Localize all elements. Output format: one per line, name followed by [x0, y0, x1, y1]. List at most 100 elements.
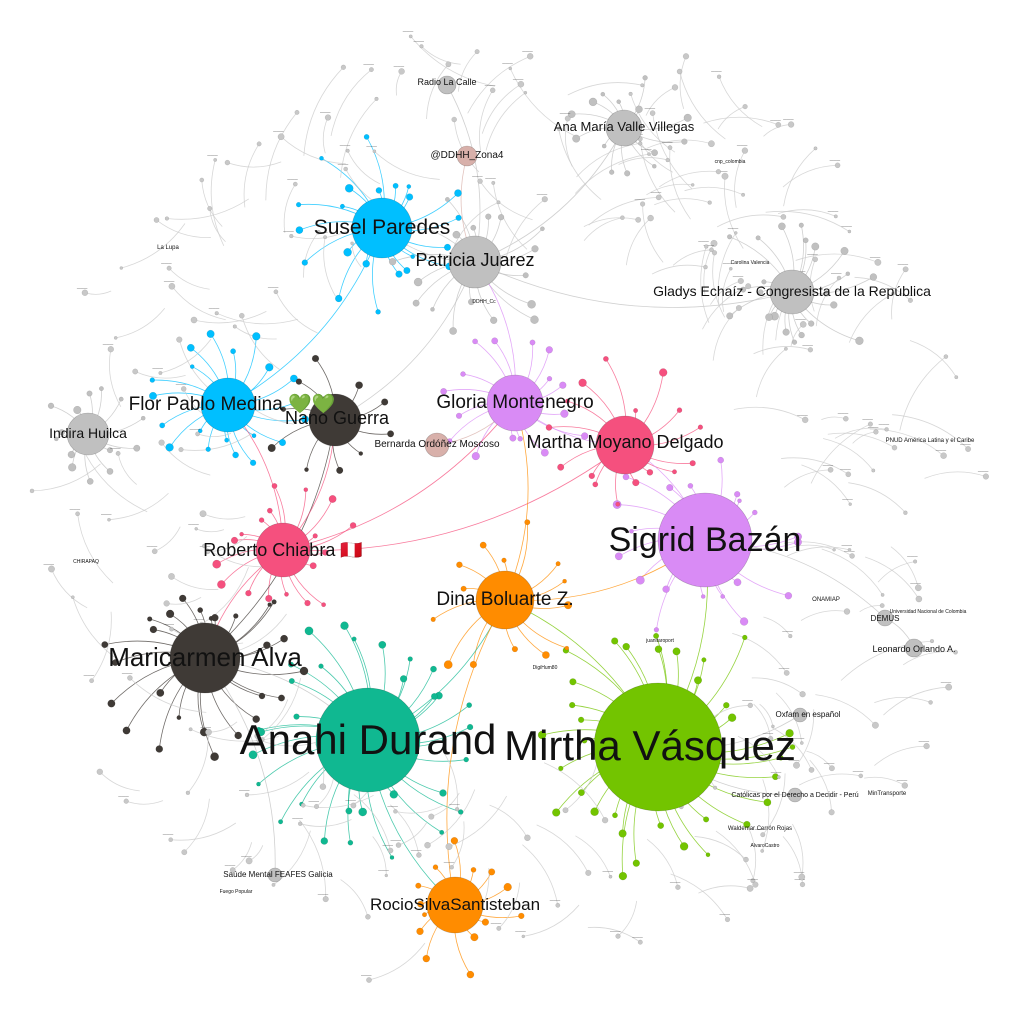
leaf-node[interactable]: [747, 702, 754, 709]
leaf-node[interactable]: [891, 291, 895, 296]
leaf-node[interactable]: [635, 105, 643, 114]
leaf-node[interactable]: [823, 290, 830, 297]
leaf-node[interactable]: [375, 187, 383, 194]
leaf-node[interactable]: [481, 918, 490, 926]
leaf-node[interactable]: [511, 645, 519, 653]
leaf-node[interactable]: [339, 203, 345, 209]
leaf-node[interactable]: [676, 407, 683, 413]
leaf-node[interactable]: [365, 913, 371, 920]
leaf-node[interactable]: [771, 724, 775, 729]
leaf-node[interactable]: [303, 487, 309, 492]
leaf-node[interactable]: [323, 235, 328, 240]
leaf-node[interactable]: [349, 522, 357, 529]
leaf-node[interactable]: [147, 616, 153, 622]
leaf-node[interactable]: [186, 343, 195, 352]
leaf-node[interactable]: [588, 472, 596, 480]
leaf-node[interactable]: [358, 807, 368, 817]
leaf-node[interactable]: [715, 169, 722, 175]
leaf-node[interactable]: [419, 44, 424, 49]
leaf-node[interactable]: [752, 509, 758, 516]
leaf-node[interactable]: [340, 621, 349, 630]
leaf-node[interactable]: [812, 256, 819, 263]
leaf-node[interactable]: [760, 848, 765, 853]
leaf-node[interactable]: [96, 768, 104, 776]
leaf-node[interactable]: [106, 468, 114, 475]
leaf-node[interactable]: [304, 467, 309, 472]
leaf-node[interactable]: [232, 324, 237, 329]
leaf-node[interactable]: [564, 645, 570, 651]
leaf-node[interactable]: [384, 873, 389, 878]
leaf-node[interactable]: [721, 172, 729, 180]
leaf-node[interactable]: [746, 884, 754, 892]
leaf-node[interactable]: [300, 802, 306, 808]
leaf-node[interactable]: [320, 837, 329, 845]
leaf-node[interactable]: [430, 665, 437, 673]
leaf-node[interactable]: [415, 882, 422, 889]
leaf-node[interactable]: [470, 224, 477, 231]
leaf-node[interactable]: [676, 68, 683, 75]
leaf-node[interactable]: [782, 328, 790, 336]
leaf-node[interactable]: [567, 110, 576, 119]
leaf-node[interactable]: [928, 700, 933, 705]
leaf-node[interactable]: [399, 675, 408, 683]
leaf-node[interactable]: [443, 660, 453, 670]
leaf-node[interactable]: [849, 553, 855, 559]
leaf-node[interactable]: [294, 109, 300, 115]
leaf-node[interactable]: [351, 636, 357, 642]
leaf-node[interactable]: [642, 75, 648, 81]
leaf-node[interactable]: [258, 692, 266, 700]
leaf-node[interactable]: [311, 354, 320, 363]
leaf-node[interactable]: [794, 532, 803, 541]
leaf-node[interactable]: [334, 294, 343, 303]
node-maricarmen[interactable]: [169, 622, 241, 694]
leaf-node[interactable]: [517, 436, 523, 442]
leaf-node[interactable]: [258, 517, 265, 523]
leaf-node[interactable]: [858, 773, 864, 779]
leaf-node[interactable]: [455, 214, 462, 221]
leaf-node[interactable]: [206, 329, 215, 338]
leaf-node[interactable]: [245, 857, 253, 865]
leaf-node[interactable]: [799, 691, 806, 698]
leaf-node[interactable]: [741, 192, 746, 197]
leaf-node[interactable]: [422, 954, 431, 963]
leaf-node[interactable]: [430, 616, 436, 623]
leaf-node[interactable]: [884, 427, 889, 432]
leaf-node[interactable]: [830, 301, 838, 309]
leaf-node[interactable]: [297, 821, 303, 826]
leaf-node[interactable]: [398, 68, 405, 75]
leaf-node[interactable]: [697, 424, 704, 430]
leaf-node[interactable]: [340, 64, 347, 70]
leaf-node[interactable]: [127, 675, 133, 681]
leaf-node[interactable]: [451, 116, 458, 123]
leaf-node[interactable]: [443, 243, 452, 251]
leaf-node[interactable]: [788, 633, 793, 639]
leaf-node[interactable]: [343, 248, 352, 257]
leaf-node[interactable]: [734, 231, 738, 235]
leaf-node[interactable]: [230, 536, 239, 545]
leaf-node[interactable]: [466, 970, 475, 979]
leaf-node[interactable]: [496, 200, 501, 205]
leaf-node[interactable]: [439, 789, 447, 797]
leaf-node[interactable]: [205, 446, 211, 452]
leaf-node[interactable]: [273, 289, 279, 295]
leaf-node[interactable]: [629, 528, 634, 534]
leaf-node[interactable]: [148, 391, 158, 400]
leaf-node[interactable]: [58, 429, 65, 436]
leaf-node[interactable]: [687, 482, 694, 489]
leaf-node[interactable]: [632, 859, 640, 867]
leaf-node[interactable]: [727, 234, 733, 240]
leaf-node[interactable]: [564, 398, 571, 404]
leaf-node[interactable]: [601, 816, 609, 824]
node-ddhh[interactable]: [456, 145, 478, 167]
leaf-node[interactable]: [940, 452, 947, 460]
leaf-node[interactable]: [81, 289, 89, 297]
leaf-node[interactable]: [407, 656, 413, 662]
leaf-node[interactable]: [408, 34, 413, 39]
leaf-node[interactable]: [791, 339, 798, 345]
leaf-node[interactable]: [671, 84, 679, 91]
leaf-node[interactable]: [651, 149, 659, 157]
leaf-node[interactable]: [799, 881, 806, 888]
leaf-node[interactable]: [665, 157, 670, 163]
leaf-node[interactable]: [156, 688, 165, 697]
leaf-node[interactable]: [313, 803, 320, 810]
